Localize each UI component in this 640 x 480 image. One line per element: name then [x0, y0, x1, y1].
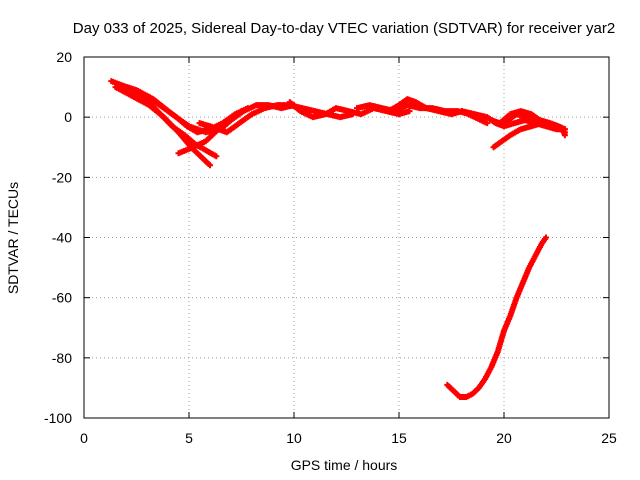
data-series-arc-b [112, 84, 213, 169]
y-tick-labels: -100 -80 -60 -40 -20 0 20 [44, 49, 72, 426]
y-tick-label: -60 [52, 290, 72, 306]
y-tick-label: -80 [52, 350, 72, 366]
data-series-arc-f [196, 102, 356, 136]
data-point [213, 153, 220, 160]
axis-ticks [83, 56, 610, 419]
data-points [108, 78, 568, 400]
chart-title: Day 033 of 2025, Sidereal Day-to-day VTE… [73, 20, 615, 37]
y-tick-label: 0 [64, 109, 72, 125]
y-tick-label: -20 [52, 169, 72, 185]
data-point [561, 126, 568, 133]
x-tick-label: 0 [80, 430, 88, 446]
data-series-arc-n [444, 234, 549, 400]
y-tick-label: -40 [52, 230, 72, 246]
y-axis-title: SDTVAR / TECUs [5, 182, 21, 294]
x-tick-labels: 0 5 10 15 20 25 [80, 430, 617, 446]
y-tick-label: -100 [44, 410, 72, 426]
data-point [561, 132, 568, 139]
x-tick-label: 15 [391, 430, 407, 446]
x-tick-label: 10 [286, 430, 302, 446]
data-point [406, 108, 413, 115]
data-series-arc-i [385, 96, 491, 127]
x-tick-label: 5 [185, 430, 193, 446]
data-point [543, 234, 549, 241]
x-tick-label: 25 [601, 430, 617, 446]
x-tick-label: 20 [496, 430, 512, 446]
x-axis-title: GPS time / hours [291, 457, 398, 473]
data-point [484, 120, 491, 127]
y-tick-label: 20 [56, 49, 72, 65]
data-point [207, 162, 213, 169]
data-series-arc-m [496, 108, 568, 133]
